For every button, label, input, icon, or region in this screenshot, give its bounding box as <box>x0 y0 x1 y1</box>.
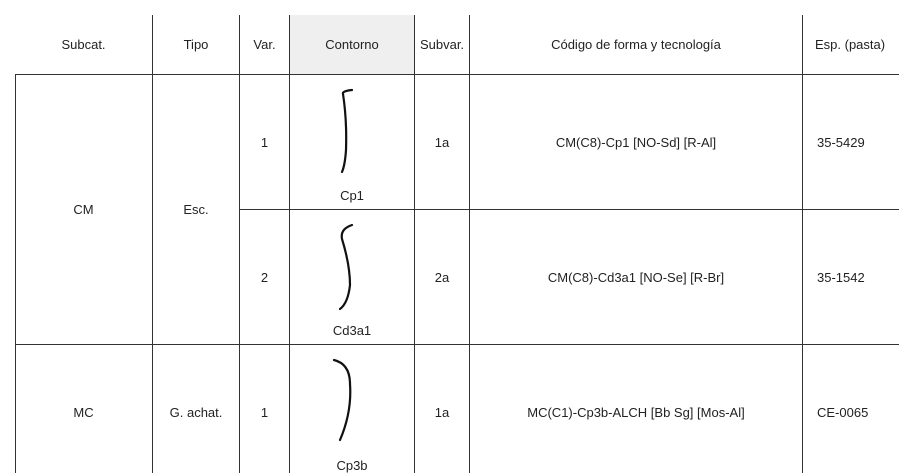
contour-drawing <box>338 223 354 311</box>
contour-line <box>340 88 354 174</box>
code-cell: CM(C8)-Cp1 [NO-Sd] [R-Al] <box>470 75 803 210</box>
code-cell: MC(C1)-Cp3b-ALCH [Bb Sg] [Mos-Al] <box>470 345 803 473</box>
header-cell: Esp. (pasta) <box>803 15 899 75</box>
contour-label: Cp3b <box>336 458 368 473</box>
esp-cell: 35-1542 <box>803 210 899 345</box>
var-cell: 1 <box>240 345 290 473</box>
subcat-cell: MC <box>15 345 153 473</box>
contour-cell: Cp3b <box>290 345 415 473</box>
header-cell: Subvar. <box>415 15 470 75</box>
var-cell: 1 <box>240 75 290 210</box>
code-cell: CM(C8)-Cd3a1 [NO-Se] [R-Br] <box>470 210 803 345</box>
contour-drawing <box>332 358 352 442</box>
var-cell: 2 <box>240 210 290 345</box>
header-cell: Contorno <box>290 15 415 75</box>
subcat-cell: CM <box>15 75 153 345</box>
subvar-cell: 1a <box>415 345 470 473</box>
header-cell: Subcat. <box>15 15 153 75</box>
tipo-cell: G. achat. <box>153 345 240 473</box>
header-cell: Var. <box>240 15 290 75</box>
subvar-cell: 1a <box>415 75 470 210</box>
header-cell: Tipo <box>153 15 240 75</box>
contour-label: Cd3a1 <box>332 323 372 338</box>
contour-cell: Cp1 <box>290 75 415 210</box>
contour-label: Cp1 <box>340 188 364 203</box>
contour-line <box>338 223 354 311</box>
esp-cell: 35-5429 <box>803 75 899 210</box>
tipo-cell: Esc. <box>153 75 240 345</box>
header-cell: Código de forma y tecnología <box>470 15 803 75</box>
contour-cell: Cd3a1 <box>290 210 415 345</box>
contour-line <box>332 358 352 442</box>
esp-cell: CE-0065 <box>803 345 899 473</box>
subvar-cell: 2a <box>415 210 470 345</box>
contour-drawing <box>340 88 354 174</box>
